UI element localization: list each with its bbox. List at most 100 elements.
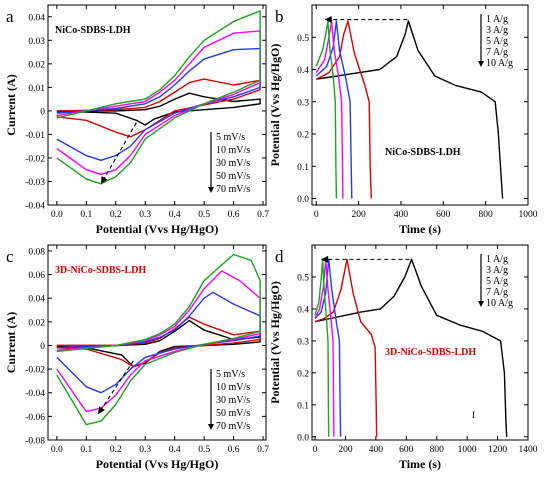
y-axis-label: Potential (Vvs Hg/HgO) [268,44,282,167]
y-tick-label: 0.3 [297,337,309,347]
y-tick-label: 0.1 [297,163,309,173]
panel-letter: a [6,7,14,26]
y-tick-label: 0.2 [297,369,309,379]
y-tick-label: -0.02 [25,154,45,164]
y-tick-label: -0.08 [25,437,45,447]
legend-entry: 50 mV/s [216,408,250,419]
legend-entry: 70 mV/s [216,421,250,432]
y-tick-label: 0.5 [297,273,309,283]
legend-entry: 5 mV/s [216,132,245,143]
y-tick-label: 0.1 [297,401,309,411]
legend-arrow-head [478,61,484,67]
legend-entry: 5 mV/s [216,369,245,380]
x-tick-label: 0.6 [228,210,240,220]
series-50-mv-s [56,30,261,176]
y-axis-label: Current (A) [4,312,18,373]
plot-frame [311,4,529,206]
x-tick-label: 800 [430,445,445,455]
panel-letter: b [275,7,284,26]
y-tick-label: 0.02 [28,60,45,70]
x-tick-label: 600 [436,210,451,220]
legend-entry: 70 mV/s [216,184,250,195]
y-tick-label: 0.4 [297,66,309,76]
x-tick-label: 0.2 [110,210,122,220]
legend-entry: 5 A/g [486,276,508,287]
panel-label: NiCo-SDBS-LDH [55,25,131,36]
x-axis-label: Time (s) [399,222,441,236]
x-tick-label: 1200 [488,445,507,455]
legend-entry: 7 A/g [486,47,508,58]
arrow-head [98,406,105,414]
x-tick-label: 0.5 [198,210,210,220]
y-tick-label: 0.0 [297,195,309,205]
series-7-a-g [314,258,335,437]
legend-entry: 3 A/g [486,25,508,36]
y-tick-label: 0 [40,107,45,117]
legend-entry: 30 mV/s [216,395,250,406]
arrow-head [324,16,332,24]
y-axis-label: Current (A) [4,74,18,135]
y-tick-label: 0.03 [28,37,45,47]
y-tick-label: 0.5 [297,34,309,44]
x-tick-label: 0.6 [228,445,240,455]
legend-entry: 3 A/g [486,265,508,276]
series-5-a-g [314,258,342,437]
panel-c: 0.0 0.1 0.2 0.3 0.4 0.5 0.6 0.7 -0.08 -0.06 -0.04 -… [4,244,269,471]
x-axis-label: Potential (Vvs Hg/HgO) [96,457,219,471]
x-tick-label: 0.7 [257,445,269,455]
y-tick-label: -0.06 [25,413,45,423]
y-tick-label: -0.04 [25,389,45,399]
panel-letter: d [275,247,284,266]
dashed-arrow [100,122,137,185]
x-tick-label: 0.3 [139,445,151,455]
legend-entry: 10 A/g [486,58,513,69]
y-tick-label: 0.06 [28,271,45,281]
legend: 5 mV/s 10 mV/s 30 mV/s 50 mV/s 70 mV/s [208,132,250,195]
panel-d: 0 200 400 600 800 1000 1200 1400 0.0 0.1 0.2 0.3 0.4… [268,244,538,471]
series-10-a-g [315,20,338,199]
y-tick-label: -0.01 [25,131,45,141]
y-tick-label: 0.08 [28,247,45,257]
legend-entry: 5 A/g [486,36,508,47]
x-tick-label: 0.3 [139,210,151,220]
y-tick-label: 0.02 [28,318,45,328]
series-70-mv-s [56,10,261,185]
y-tick-label: 0.0 [297,433,309,443]
x-tick-label: 0.1 [80,445,92,455]
legend-arrow-head [208,187,214,193]
panel-label: NiCo-SDBS-LDH [385,147,461,158]
series-70-mv-s [56,253,261,426]
x-tick-label: 1000 [458,445,477,455]
dashed-arrow [97,360,134,415]
legend-entry: 10 mV/s [216,382,250,393]
series-10-a-g [314,258,330,437]
y-tick-label: 0.2 [297,131,309,141]
panel-label: 3D-NiCo-SDBS-LDH [55,265,146,276]
y-tick-label: 0 [40,342,45,352]
x-tick-label: 600 [399,445,414,455]
y-tick-label: -0.04 [25,202,45,212]
x-tick-label: 0.0 [51,445,63,455]
legend-entry: 1 A/g [486,14,508,25]
panel-letter: c [6,247,14,266]
plot-frame [47,4,267,206]
series-3-a-g [315,20,372,199]
arrow-head [321,255,329,263]
y-tick-label: 0.04 [28,295,45,305]
legend: 5 mV/s 10 mV/s 30 mV/s 50 mV/s 70 mV/s [208,369,250,432]
series-5-mv-s [56,92,261,126]
y-tick-label: 0.3 [297,98,309,108]
x-tick-label: 0.4 [169,445,181,455]
plot-frame [311,244,529,441]
series-1-a-g [314,258,508,437]
legend-entry: 1 A/g [486,254,508,265]
x-tick-label: 0 [313,445,318,455]
x-tick-label: 0.1 [80,210,92,220]
x-tick-label: 800 [479,210,494,220]
y-tick-label: -0.02 [25,366,45,376]
x-tick-label: 0.0 [51,210,63,220]
legend-arrow-head [478,301,484,307]
panel-b: 0 200 400 600 800 1000 0.0 0.1 0.2 0.3 0.4 0.5 Time … [268,4,538,236]
x-tick-label: 400 [394,210,409,220]
